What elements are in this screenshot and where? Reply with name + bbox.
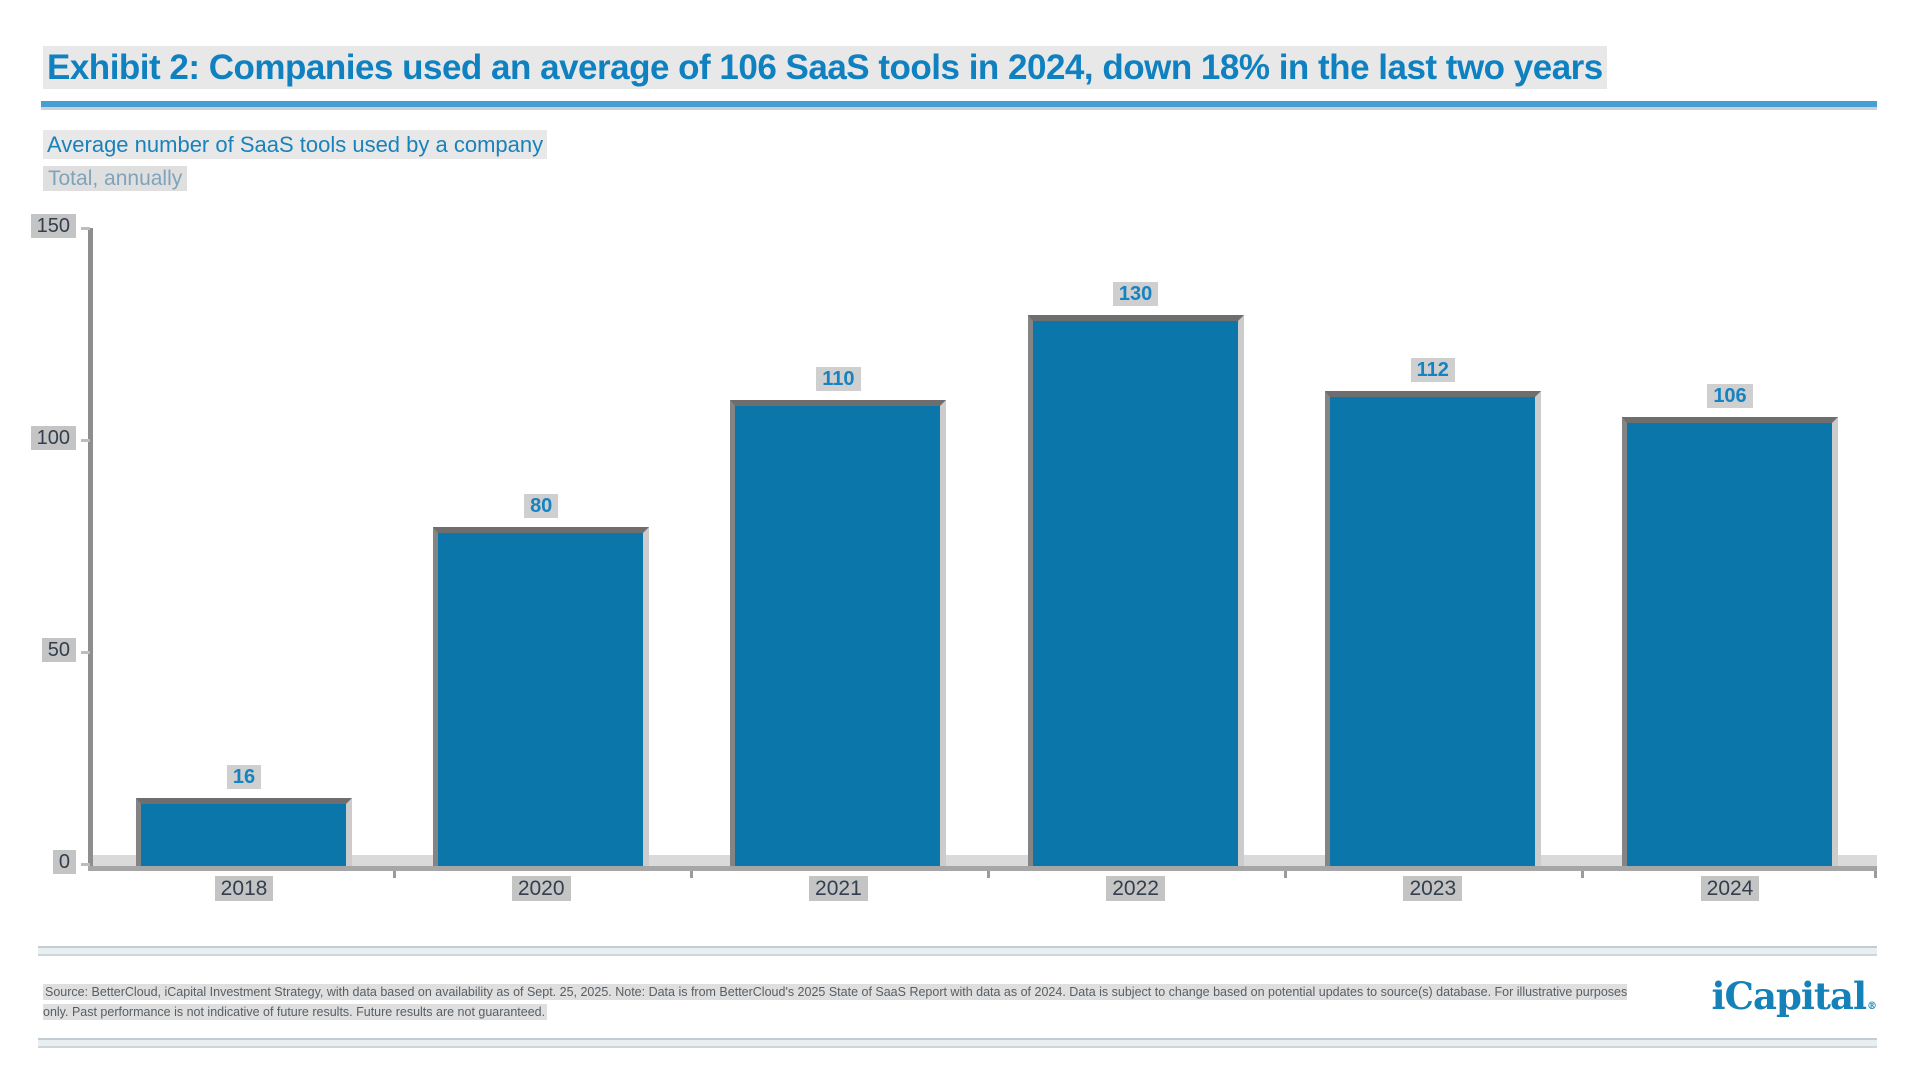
x-axis-tick xyxy=(987,871,990,878)
x-axis-band xyxy=(88,855,1877,866)
x-axis-label: 2023 xyxy=(1333,876,1533,901)
bar-value-label: 80 xyxy=(441,493,641,518)
x-axis-tick xyxy=(392,871,396,878)
y-axis-label: 100 xyxy=(16,426,76,450)
bar-2024 xyxy=(1622,416,1838,866)
x-axis-label: 2018 xyxy=(144,876,344,901)
x-axis-tick xyxy=(689,871,693,878)
bar-2020 xyxy=(433,526,650,866)
x-axis-label: 2022 xyxy=(1036,876,1236,901)
bar-2023 xyxy=(1324,391,1541,866)
x-axis-tick xyxy=(1581,871,1585,878)
y-axis-tick xyxy=(81,651,90,654)
y-axis-tick xyxy=(81,227,90,230)
y-axis-label: 150 xyxy=(16,214,76,238)
y-axis-label: 0 xyxy=(16,850,76,874)
x-axis-tick xyxy=(1874,871,1877,878)
icapital-logo: iCapital® xyxy=(1711,974,1877,1018)
x-axis-label: 2020 xyxy=(441,876,641,901)
bar-2018 xyxy=(136,798,352,866)
x-axis-tick xyxy=(1284,871,1288,878)
x-axis-label: 2021 xyxy=(738,876,938,901)
page-title: Exhibit 2: Companies used an average of … xyxy=(43,46,1883,89)
registered-mark: ® xyxy=(1867,1001,1877,1012)
chart-subtitle: Total, annually xyxy=(43,166,188,191)
y-axis-line xyxy=(88,228,93,868)
source-note: Source: BetterCloud, iCapital Investment… xyxy=(43,984,1628,1020)
bar-value-label: 110 xyxy=(738,366,938,391)
footer-divider-top xyxy=(38,946,1877,956)
x-axis-label: 2024 xyxy=(1630,876,1830,901)
title-underline-rule xyxy=(41,101,1877,107)
y-axis-label: 50 xyxy=(16,638,76,662)
bar-value-label: 16 xyxy=(144,765,344,790)
bar-2021 xyxy=(730,399,947,866)
footer-divider-bottom xyxy=(38,1038,1877,1048)
bar-value-label: 112 xyxy=(1333,358,1533,383)
chart-title: Average number of SaaS tools used by a c… xyxy=(43,130,548,159)
bar-value-label: 130 xyxy=(1036,281,1236,306)
x-axis-line xyxy=(88,866,1877,871)
y-axis-tick xyxy=(81,439,90,442)
bar-2022 xyxy=(1027,314,1244,866)
bar-value-label: 106 xyxy=(1630,383,1830,408)
y-axis-tick xyxy=(81,863,90,866)
